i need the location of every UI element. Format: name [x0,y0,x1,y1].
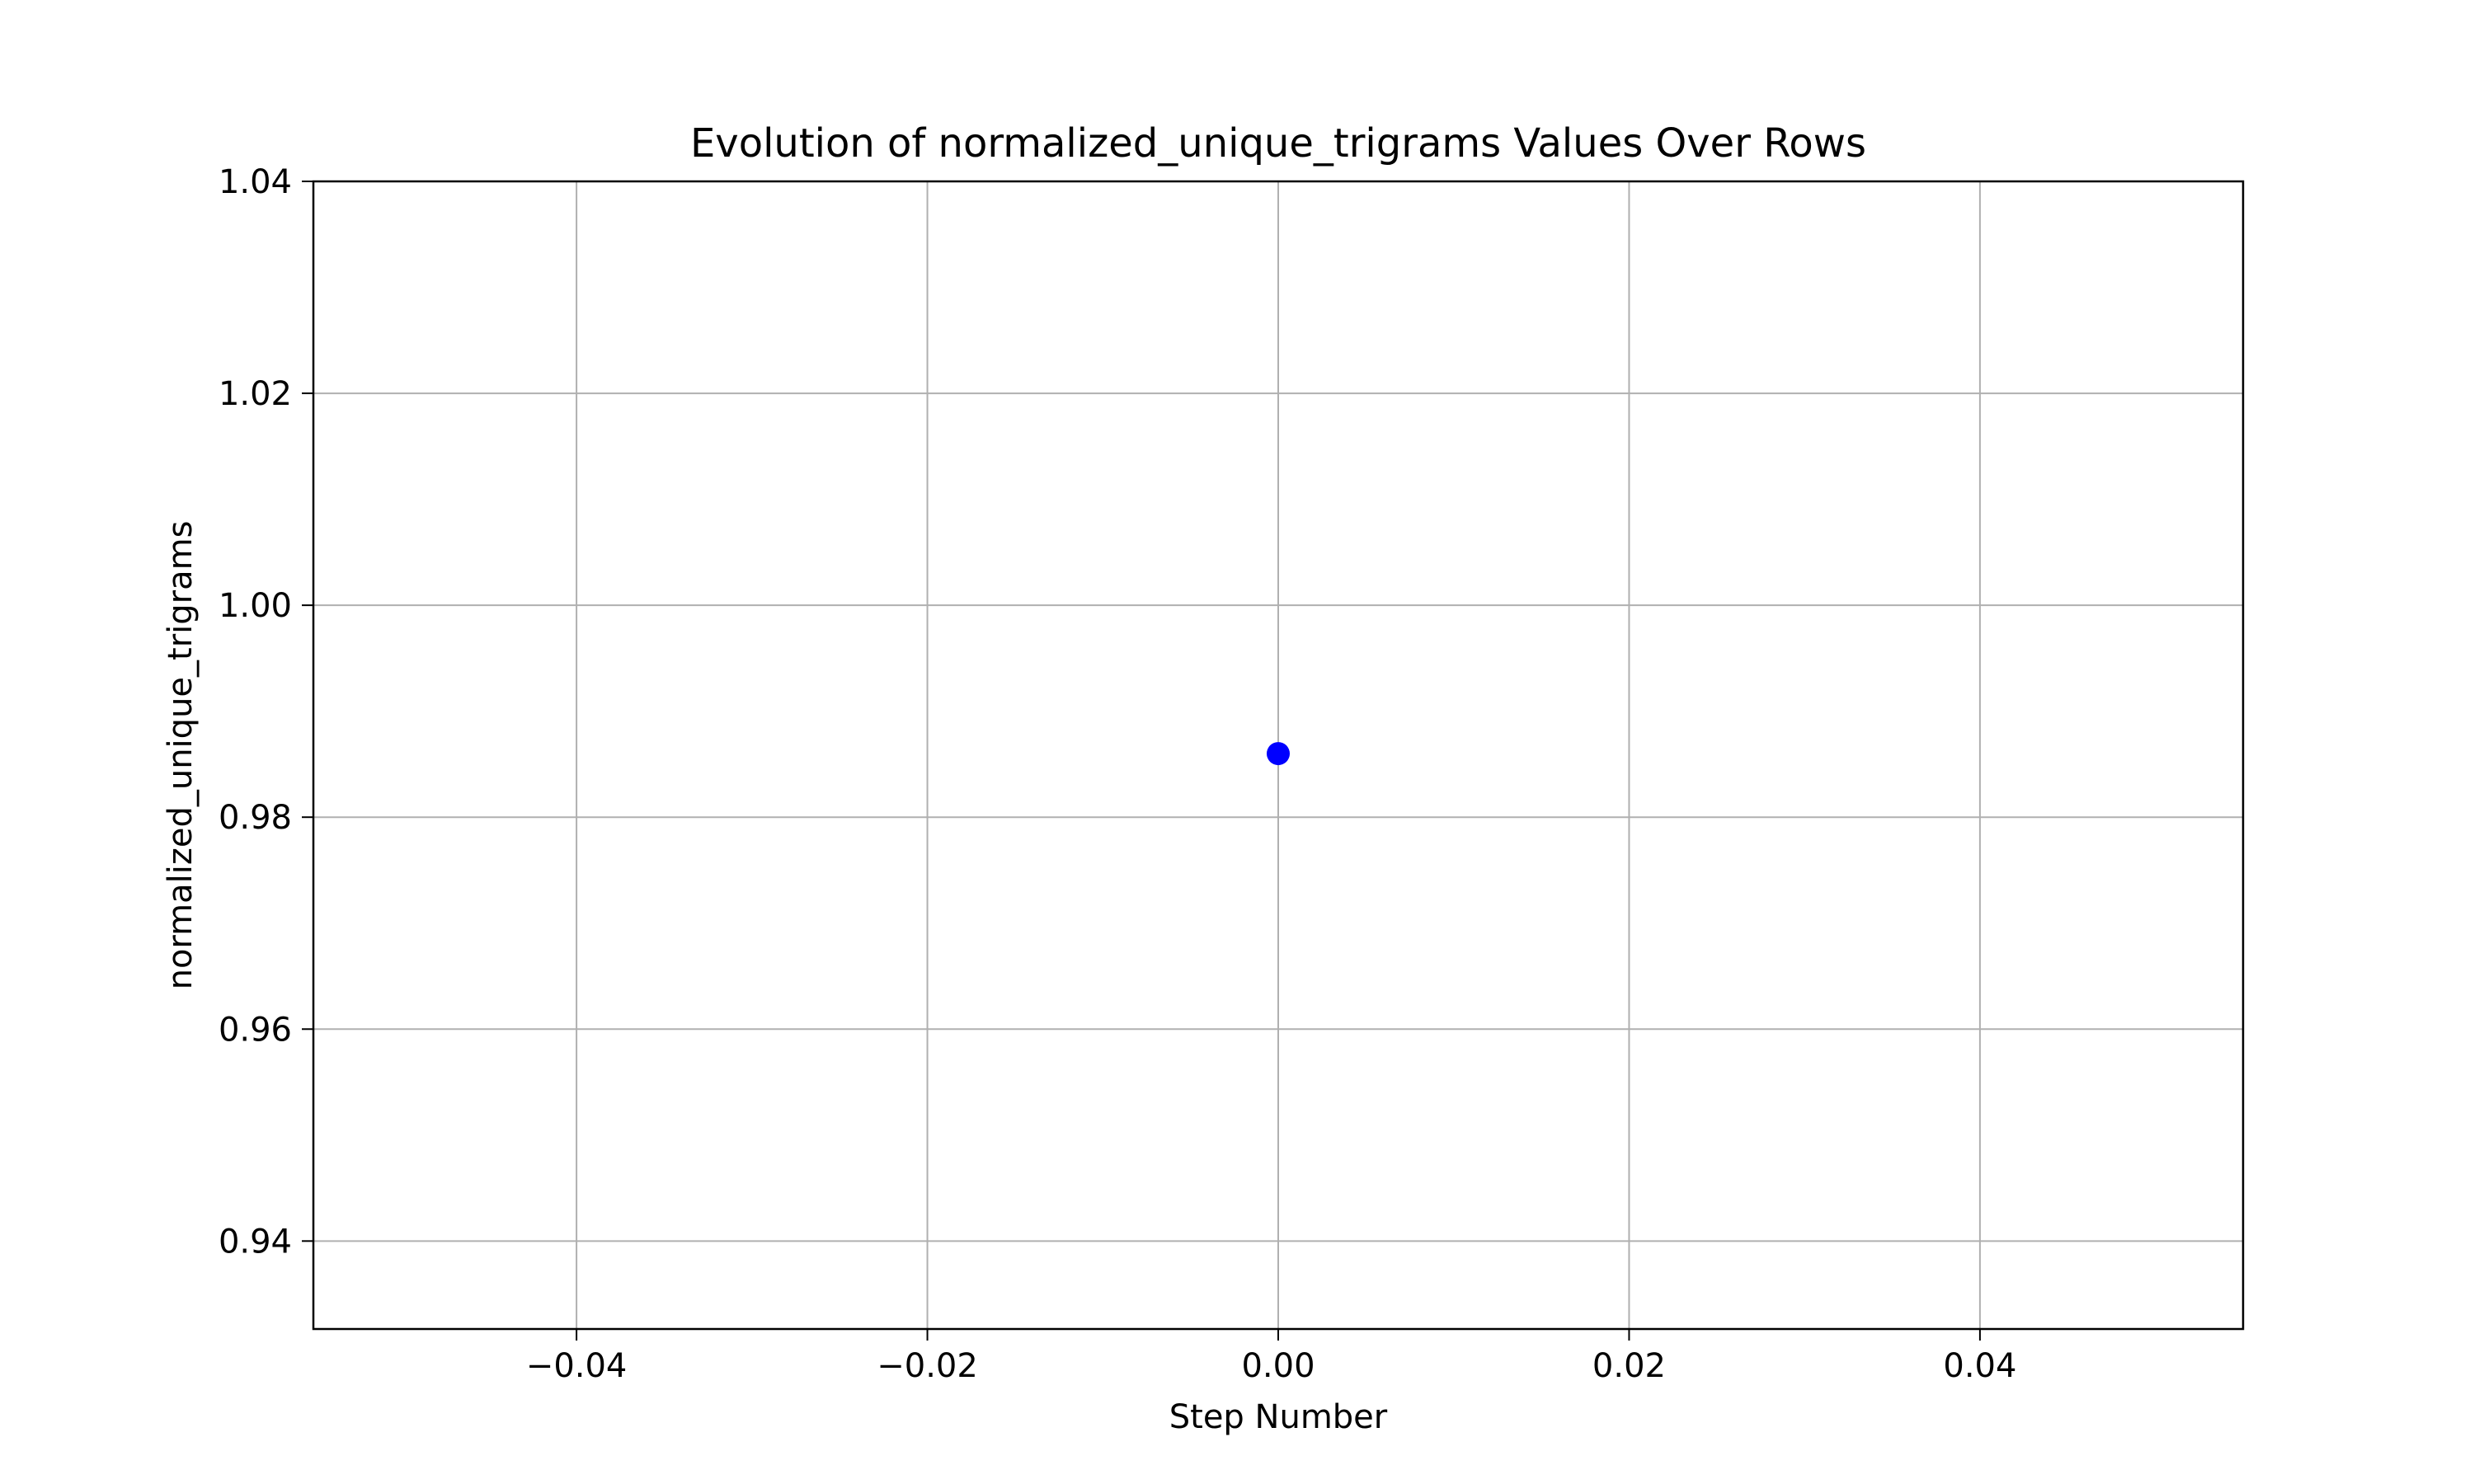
y-tick-label: 1.04 [219,163,292,201]
x-tick-label: −0.04 [526,1347,628,1385]
y-axis-ticks: 0.94 0.96 0.98 1.00 1.02 1.04 [219,163,313,1261]
y-tick-label: 1.02 [219,375,292,413]
chart-title: Evolution of normalized_unique_trigrams … [690,120,1866,167]
y-tick-label: 0.94 [219,1223,292,1261]
x-tick-label: −0.02 [877,1347,978,1385]
x-tick-label: 0.00 [1241,1347,1315,1385]
x-axis-ticks: −0.04 −0.02 0.00 0.02 0.04 [526,1329,2016,1385]
x-axis-title: Step Number [1169,1398,1388,1436]
y-axis-title: normalized_unique_trigrams [162,521,200,990]
y-tick-label: 0.98 [219,799,292,837]
x-tick-label: 0.02 [1592,1347,1666,1385]
y-tick-label: 1.00 [219,587,292,625]
y-tick-label: 0.96 [219,1011,292,1049]
data-point [1267,742,1290,766]
x-tick-label: 0.04 [1943,1347,2016,1385]
data-points [1267,742,1290,766]
